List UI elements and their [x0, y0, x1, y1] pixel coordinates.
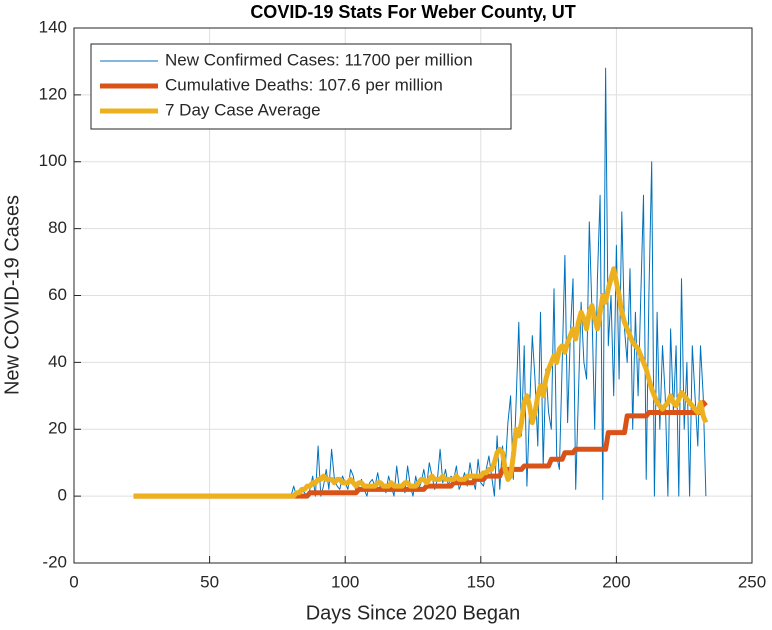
y-axis-label: New COVID-19 Cases [1, 195, 23, 395]
legend-label: 7 Day Case Average [165, 100, 321, 119]
x-tick-label: 100 [331, 572, 359, 591]
legend-box [90, 43, 512, 130]
y-tick-label: -20 [42, 552, 67, 571]
series-line [133, 266, 709, 499]
series-line [133, 400, 708, 499]
x-tick-label: 150 [467, 572, 495, 591]
chart-title: COVID-19 Stats For Weber County, UT [250, 2, 575, 22]
plot-frame [73, 27, 753, 564]
legend-label: New Confirmed Cases: 11700 per million [165, 50, 473, 69]
y-tick-label: 140 [39, 17, 67, 36]
y-tick-label: 0 [58, 486, 67, 505]
x-tick-label: 250 [738, 572, 766, 591]
y-tick-label: 40 [48, 352, 67, 371]
x-axis-label: Days Since 2020 Began [306, 602, 521, 624]
x-tick-label: 50 [200, 572, 219, 591]
y-tick-label: 100 [39, 151, 67, 170]
y-tick-label: 80 [48, 218, 67, 237]
y-tick-label: 60 [48, 285, 67, 304]
x-tick-label: 200 [602, 572, 630, 591]
legend-label: Cumulative Deaths: 107.6 per million [165, 75, 443, 94]
y-tick-label: 120 [39, 84, 67, 103]
x-tick-label: 0 [69, 572, 78, 591]
y-tick-label: 20 [48, 419, 67, 438]
